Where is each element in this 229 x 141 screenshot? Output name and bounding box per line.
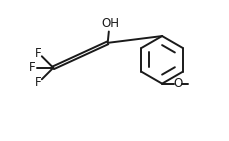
- Text: F: F: [28, 61, 35, 74]
- Text: F: F: [35, 76, 42, 89]
- Text: OH: OH: [101, 17, 119, 30]
- Text: F: F: [35, 47, 42, 60]
- Text: O: O: [173, 77, 183, 90]
